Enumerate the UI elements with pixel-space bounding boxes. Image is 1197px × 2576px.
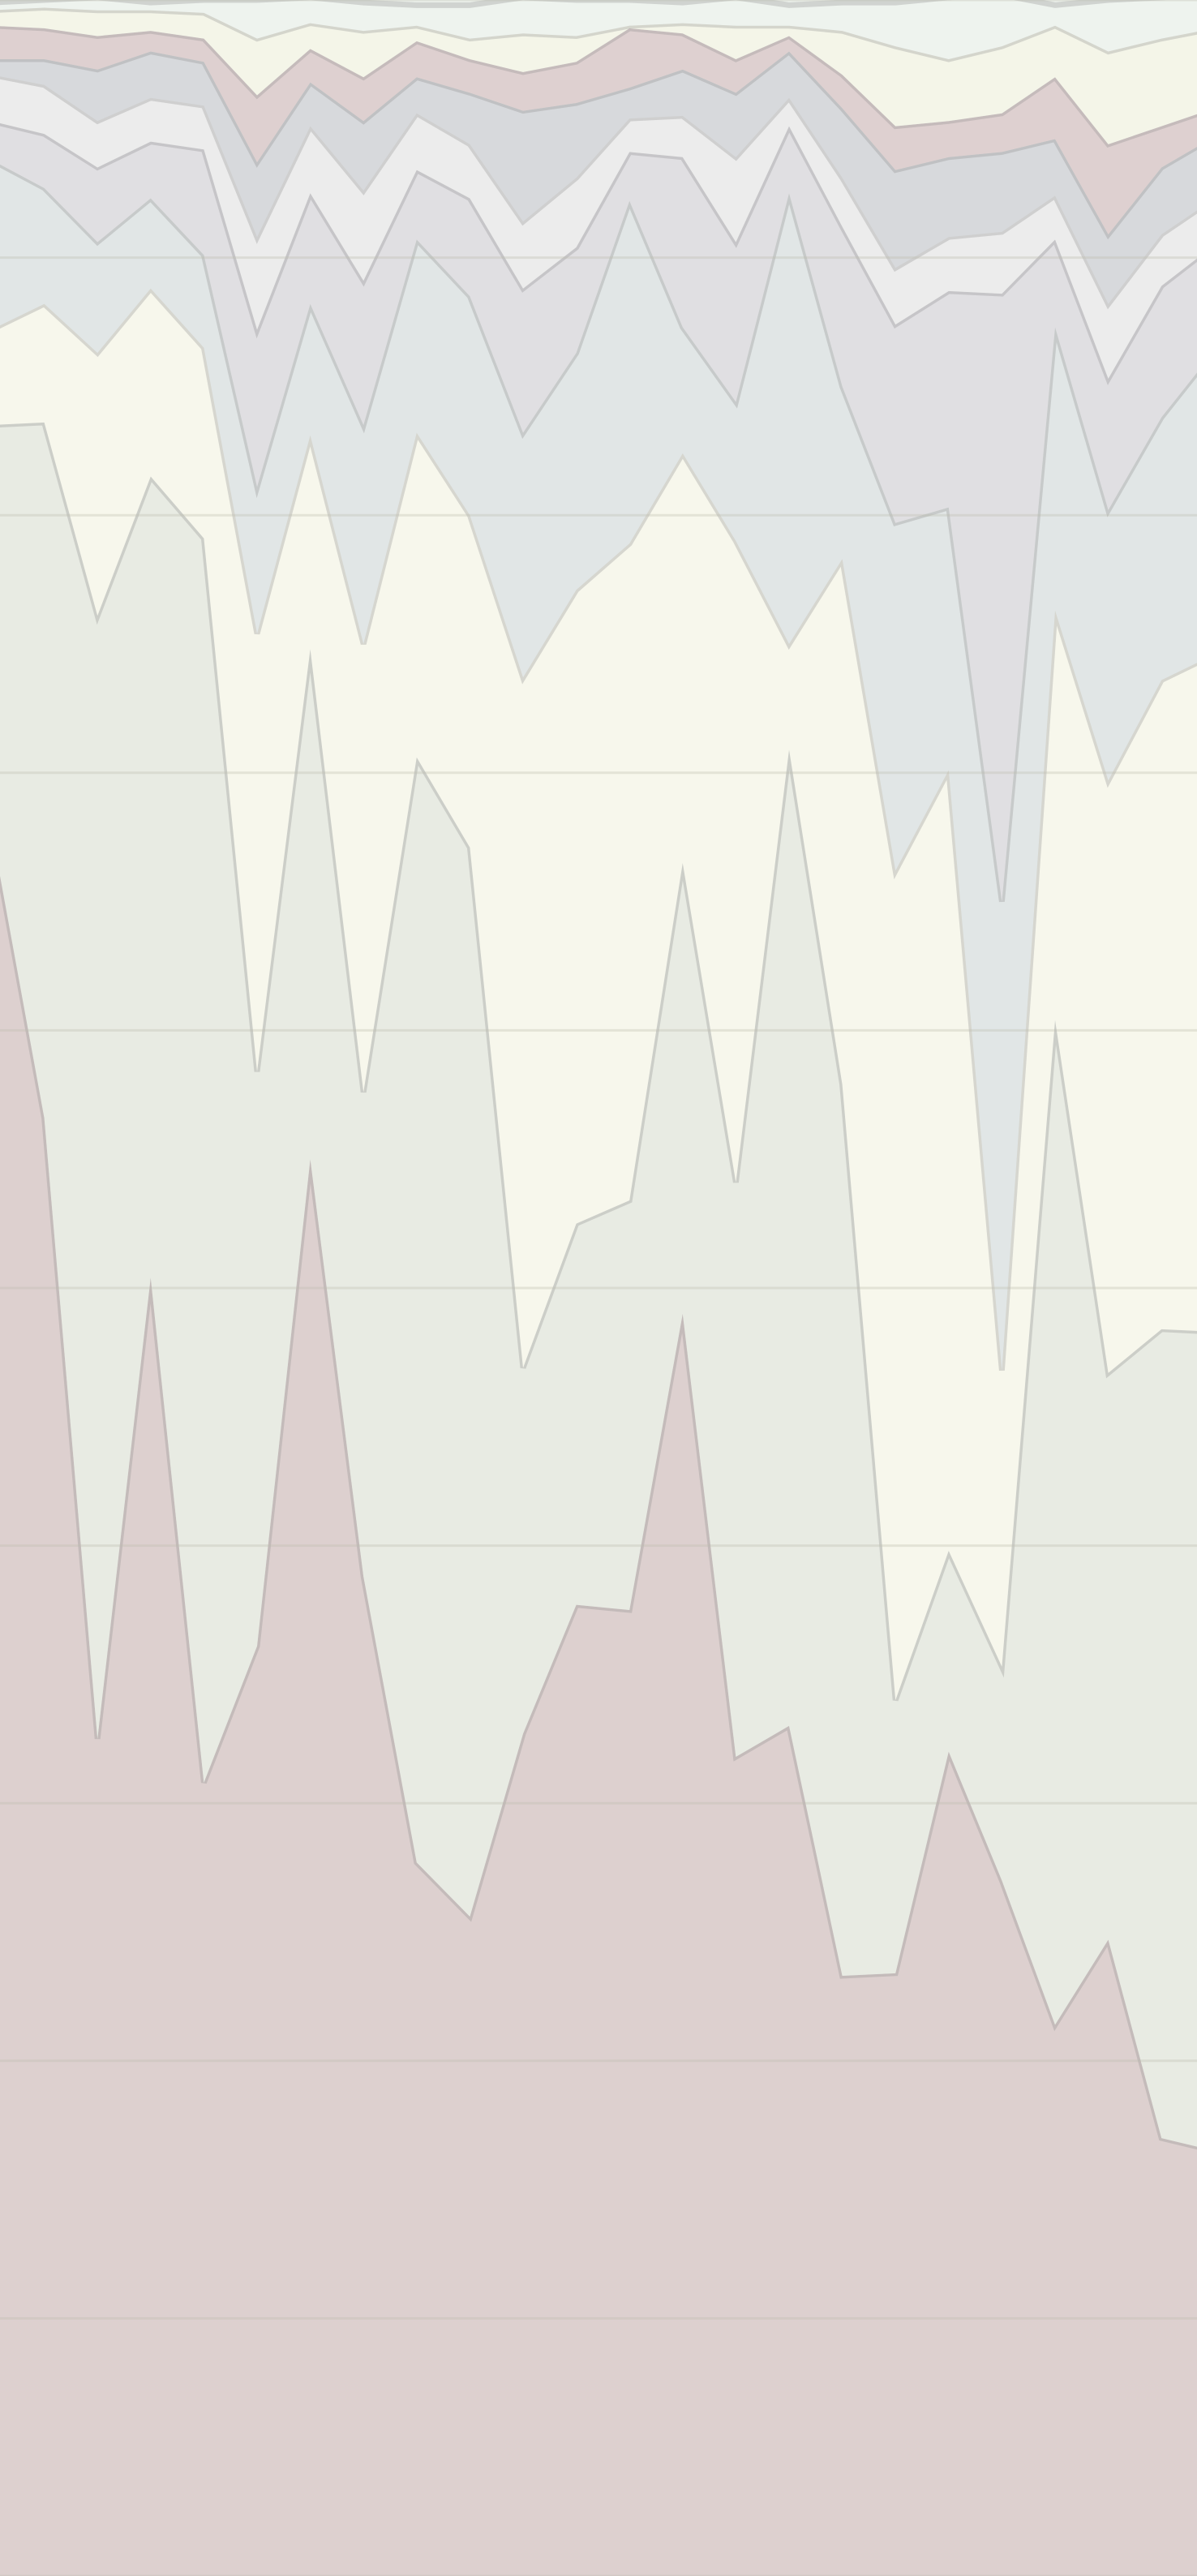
area-edge — [0, 5, 1197, 62]
area — [0, 51, 1197, 304]
area — [0, 76, 1197, 379]
area-edge — [0, 47, 1197, 240]
area — [0, 288, 1197, 1701]
area — [0, 26, 1197, 235]
area-edge — [0, 73, 1197, 310]
area — [0, 164, 1197, 1371]
area — [0, 0, 1197, 60]
area — [0, 122, 1197, 902]
area-edge — [0, 119, 1197, 386]
area — [0, 7, 1197, 144]
area-edge — [0, 0, 1167, 8]
area — [0, 422, 1197, 2147]
area — [0, 875, 1197, 2576]
